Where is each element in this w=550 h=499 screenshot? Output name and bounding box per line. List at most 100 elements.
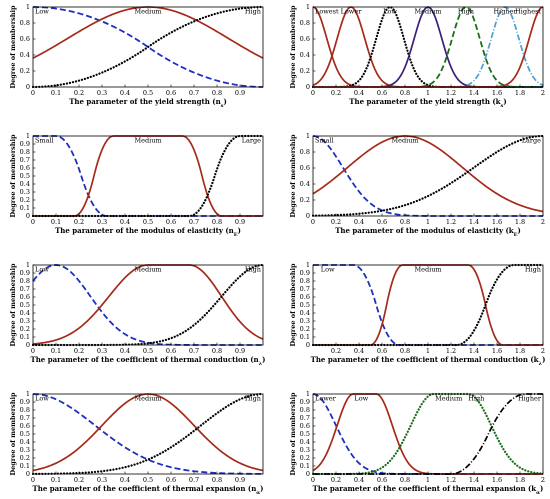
membership-label: Higher: [518, 395, 542, 403]
y-axis-label: Degree of membership: [289, 263, 297, 347]
plot-frame: [312, 6, 544, 88]
y-tick-label: 0.6: [300, 35, 310, 43]
y-tick-label: 0.8: [300, 406, 310, 414]
x-tick-label: 1.4: [469, 218, 479, 226]
y-tick-label: 0.2: [300, 196, 310, 204]
x-tick-label: 2: [541, 89, 545, 97]
x-tick-label: 0.2: [74, 218, 84, 226]
y-tick-label: 0.2: [20, 454, 30, 462]
x-tick-label: 0.8: [400, 218, 410, 226]
series-line-3: [31, 5, 265, 89]
x-axis-label: The parameter of the yield strength (ks): [349, 97, 506, 109]
membership-label: High: [245, 266, 261, 274]
y-tick-label: 0.9: [300, 269, 310, 277]
y-tick-label: 0.5: [20, 301, 30, 309]
x-tick-label: 0.4: [354, 89, 364, 97]
x-tick-label: 1.4: [469, 89, 479, 97]
y-tick-label: 0.1: [20, 204, 30, 212]
x-tick-label: 0.6: [166, 476, 176, 484]
y-tick-label: 0.6: [300, 422, 310, 430]
x-tick-label: 0.2: [331, 476, 341, 484]
x-tick-label: 0.7: [189, 218, 199, 226]
y-axis-label: Degree of membership: [9, 392, 17, 476]
x-tick-label: 1.2: [446, 347, 456, 355]
membership-label: Lower: [315, 395, 337, 403]
membership-label: Medium: [134, 395, 161, 403]
y-tick-label: 0.2: [300, 67, 310, 75]
chart-panel-4: 0 0.2 0.4 0.6 0.8 1 1.2 1.4 1.6 1.8 2 0 0.2 0.4 0.6 0.8…: [289, 132, 545, 238]
x-tick-label: 0: [311, 476, 315, 484]
series-line-3: [31, 392, 265, 476]
series-line-2: [312, 393, 543, 475]
y-tick-label: 0.8: [20, 277, 30, 285]
series-line-2: [312, 6, 543, 88]
x-tick-label: 0.3: [97, 89, 107, 97]
membership-label: High: [245, 8, 261, 16]
membership-label: Medium: [414, 8, 441, 16]
y-tick-label: 0.4: [20, 180, 30, 188]
x-tick-label: 0.2: [331, 89, 341, 97]
x-tick-label: 0.4: [354, 476, 364, 484]
x-tick-label: 0.6: [377, 89, 387, 97]
y-tick-label: 0.7: [20, 285, 30, 293]
membership-label: Low: [321, 266, 335, 274]
x-tick-label: 1.6: [492, 476, 502, 484]
x-tick-label: 0.6: [377, 218, 387, 226]
x-tick-label: 1: [426, 347, 430, 355]
y-tick-label: 0.9: [20, 269, 30, 277]
x-tick-label: 0.4: [120, 347, 130, 355]
y-tick-label: 0.6: [20, 35, 30, 43]
y-tick-label: 0.3: [20, 188, 30, 196]
x-tick-label: 0.1: [51, 347, 61, 355]
y-tick-label: 0.7: [20, 156, 30, 164]
y-tick-label: 0.4: [300, 309, 310, 317]
x-tick-label: 0.1: [51, 89, 61, 97]
y-tick-label: 0.6: [20, 293, 30, 301]
y-tick-label: 0.9: [20, 140, 30, 148]
x-axis-label: The parameter of the coefficient of ther…: [33, 484, 264, 496]
x-tick-label: 0.7: [189, 89, 199, 97]
x-tick-label: 1.4: [469, 476, 479, 484]
series-line-2: [313, 264, 543, 346]
x-tick-label: 0.2: [331, 218, 341, 226]
chart-panel-1: 0 0.1 0.2 0.3 0.4 0.5 0.6 0.7 0.8 0.9 0 0.2 0.4 0.6 0.…: [9, 3, 265, 109]
chart-panel-7: 0 0.1 0.2 0.3 0.4 0.5 0.6 0.7 0.8 0.900.10.20.30.…: [9, 390, 265, 496]
x-tick-label: 0.1: [51, 218, 61, 226]
y-tick-label: 0.2: [20, 67, 30, 75]
series-line-4: [313, 393, 543, 475]
plot-frame: [312, 393, 544, 475]
x-tick-label: 1.8: [515, 89, 525, 97]
series-line-6: [313, 6, 544, 88]
y-tick-label: 1: [26, 132, 30, 140]
membership-label: Lowest: [315, 8, 339, 16]
y-tick-label: 0.2: [20, 325, 30, 333]
membership-label: Low: [35, 266, 49, 274]
membership-label: Large: [522, 137, 541, 145]
series-line-4: [313, 6, 543, 88]
chart-panel-8: 0 0.2 0.4 0.6 0.8 1 1.2 1.4 1.6 1.8 200.10.20.30.4…: [289, 390, 545, 496]
series-line-2: [33, 135, 263, 217]
y-tick-label: 0.8: [300, 19, 310, 27]
y-tick-label: 0.7: [20, 414, 30, 422]
y-tick-label: 0.9: [300, 398, 310, 406]
x-tick-label: 1.6: [492, 89, 502, 97]
x-tick-label: 0.2: [74, 347, 84, 355]
plot-frame: [312, 264, 544, 346]
x-tick-label: 0.8: [212, 218, 222, 226]
x-tick-label: 0: [31, 218, 35, 226]
x-tick-label: 0.3: [97, 218, 107, 226]
x-tick-label: 0.4: [120, 218, 130, 226]
x-tick-label: 0.7: [189, 347, 199, 355]
y-tick-label: 0.7: [300, 285, 310, 293]
x-tick-label: 0.3: [97, 476, 107, 484]
x-tick-label: 1: [426, 476, 430, 484]
membership-label: Low: [383, 8, 397, 16]
y-tick-label: 0.2: [300, 325, 310, 333]
x-tick-label: 1.8: [515, 218, 525, 226]
y-tick-label: 0.2: [20, 196, 30, 204]
x-tick-label: 0.4: [120, 89, 130, 97]
x-axis-label: The parameter of the coefficient of ther…: [311, 355, 546, 367]
plot-frame: [32, 264, 264, 346]
y-tick-label: 0.6: [20, 164, 30, 172]
x-tick-label: 0.5: [143, 89, 153, 97]
